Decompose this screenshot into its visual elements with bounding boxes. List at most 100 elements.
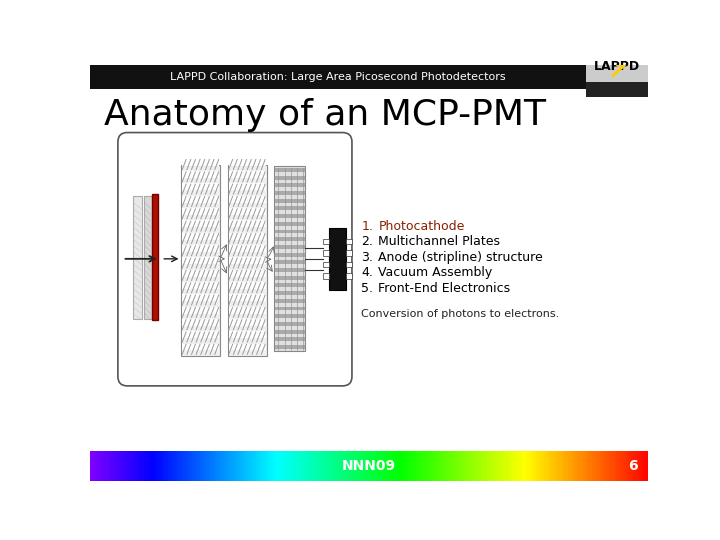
Bar: [159, 451, 161, 481]
Bar: [275, 322, 305, 326]
Bar: [131, 451, 133, 481]
Bar: [198, 451, 200, 481]
Bar: [275, 230, 305, 233]
Bar: [182, 269, 220, 276]
Bar: [501, 451, 504, 481]
Bar: [253, 451, 256, 481]
Text: Anatomy of an MCP-PMT: Anatomy of an MCP-PMT: [104, 98, 546, 132]
Bar: [572, 451, 575, 481]
Bar: [329, 228, 346, 289]
Bar: [559, 451, 562, 481]
Bar: [274, 451, 276, 481]
Bar: [574, 451, 576, 481]
Bar: [170, 451, 173, 481]
Bar: [307, 451, 310, 481]
Bar: [575, 451, 578, 481]
Bar: [384, 451, 387, 481]
Bar: [272, 451, 275, 481]
Bar: [583, 451, 585, 481]
Bar: [182, 208, 220, 215]
Bar: [300, 451, 303, 481]
Bar: [400, 451, 403, 481]
Bar: [412, 451, 415, 481]
Bar: [278, 451, 281, 481]
Bar: [596, 451, 598, 481]
Bar: [460, 451, 463, 481]
Bar: [482, 451, 485, 481]
Bar: [488, 451, 490, 481]
Bar: [399, 451, 401, 481]
Bar: [326, 451, 329, 481]
Bar: [285, 451, 288, 481]
Bar: [408, 451, 410, 481]
Bar: [369, 451, 372, 481]
Bar: [644, 451, 647, 481]
Bar: [540, 451, 543, 481]
Bar: [346, 273, 352, 279]
Bar: [116, 451, 119, 481]
Bar: [226, 451, 228, 481]
Bar: [275, 184, 305, 187]
Bar: [324, 451, 327, 481]
Bar: [351, 451, 353, 481]
Bar: [346, 239, 352, 244]
Bar: [182, 307, 220, 314]
Bar: [486, 451, 489, 481]
Bar: [447, 451, 450, 481]
Bar: [441, 451, 444, 481]
Bar: [646, 451, 649, 481]
Bar: [323, 251, 329, 256]
Bar: [207, 451, 210, 481]
Bar: [275, 330, 305, 334]
Bar: [507, 451, 509, 481]
Bar: [228, 451, 230, 481]
Bar: [144, 451, 147, 481]
Bar: [311, 451, 314, 481]
Bar: [323, 451, 325, 481]
Bar: [275, 307, 305, 310]
Bar: [266, 451, 269, 481]
Bar: [419, 451, 422, 481]
Bar: [418, 451, 420, 481]
Bar: [231, 451, 234, 481]
Bar: [229, 159, 266, 166]
Bar: [240, 451, 243, 481]
Bar: [618, 451, 621, 481]
Bar: [181, 165, 220, 356]
Bar: [546, 451, 549, 481]
Bar: [275, 291, 305, 295]
Bar: [148, 451, 150, 481]
Bar: [298, 451, 301, 481]
Bar: [229, 233, 266, 240]
Bar: [320, 451, 323, 481]
Bar: [561, 451, 563, 481]
Bar: [275, 199, 305, 202]
Bar: [352, 451, 355, 481]
Bar: [182, 245, 220, 252]
Bar: [250, 451, 253, 481]
Bar: [481, 451, 483, 481]
Bar: [338, 451, 340, 481]
Bar: [459, 451, 461, 481]
Bar: [259, 451, 262, 481]
Bar: [485, 451, 487, 481]
Bar: [568, 451, 571, 481]
Bar: [90, 451, 93, 481]
Bar: [390, 451, 392, 481]
Bar: [425, 451, 428, 481]
Bar: [410, 451, 413, 481]
Bar: [293, 451, 295, 481]
Bar: [339, 451, 342, 481]
Bar: [229, 220, 266, 227]
Bar: [601, 451, 604, 481]
Bar: [150, 451, 152, 481]
Bar: [275, 222, 305, 226]
Bar: [258, 451, 260, 481]
Bar: [142, 451, 145, 481]
Bar: [263, 451, 266, 481]
Bar: [182, 319, 220, 326]
Bar: [163, 451, 165, 481]
Bar: [345, 451, 348, 481]
Bar: [248, 451, 251, 481]
Bar: [346, 251, 352, 256]
